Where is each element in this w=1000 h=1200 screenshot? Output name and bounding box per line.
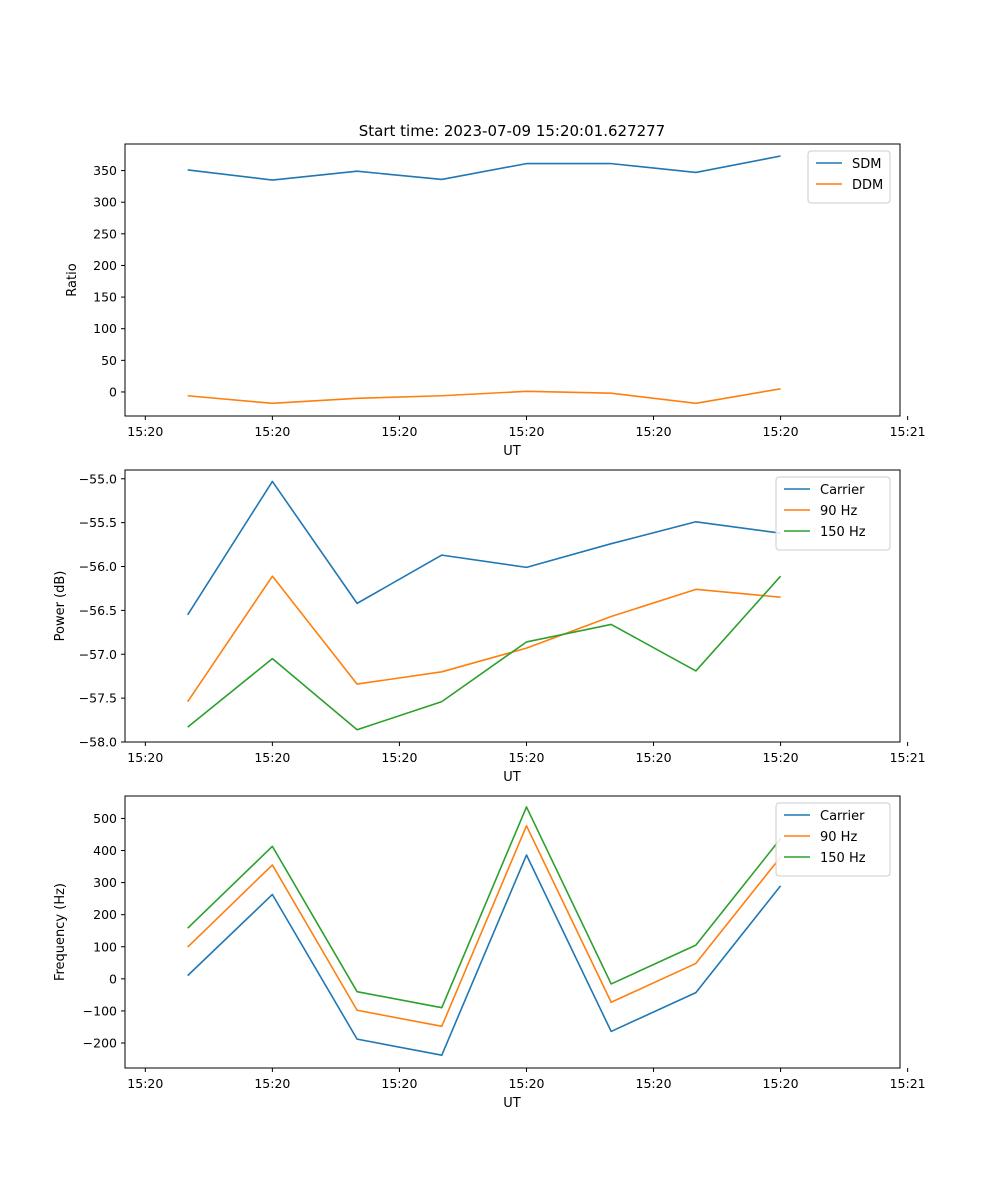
power-xlabel: UT bbox=[503, 770, 521, 785]
frequency-series-150-hz bbox=[187, 806, 782, 1009]
power-xtick-label: 15:20 bbox=[636, 750, 672, 765]
ratio-series-ddm bbox=[187, 388, 781, 405]
power-ytick-label: −56.0 bbox=[79, 559, 117, 574]
ratio-legend-label: DDM bbox=[852, 178, 883, 193]
frequency-xtick-label: 15:20 bbox=[127, 1076, 163, 1091]
power-legend-label: Carrier bbox=[820, 483, 865, 498]
power-ytick-label: −56.5 bbox=[79, 603, 117, 618]
frequency-ylabel: Frequency (Hz) bbox=[53, 883, 68, 981]
frequency-ytick-label: 400 bbox=[93, 843, 117, 858]
ratio-subplot: 0 50 100 150 200 250 300 350 15:20 15:20 15:20 15:2… bbox=[65, 143, 926, 459]
power-ytick-label: −57.5 bbox=[79, 691, 117, 706]
power-xtick-label: 15:20 bbox=[254, 750, 290, 765]
power-subplot: −58.0 −57.5 −57.0 −56.5 −56.0 −55.5 −55.0 15:20… bbox=[53, 469, 926, 785]
ratio-xlabel: UT bbox=[503, 444, 521, 459]
power-xtick-label: 15:20 bbox=[763, 750, 799, 765]
ratio-xtick-label: 15:20 bbox=[381, 424, 417, 439]
frequency-series-carrier bbox=[187, 854, 782, 1056]
power-series-carrier bbox=[187, 480, 781, 616]
power-ytick-label: −55.0 bbox=[79, 471, 117, 486]
ratio-legend bbox=[807, 150, 891, 204]
frequency-legend-label: 90 Hz bbox=[820, 830, 857, 845]
power-xtick-label: 15:21 bbox=[890, 750, 926, 765]
ratio-xtick-label: 15:20 bbox=[127, 424, 163, 439]
frequency-xtick-label: 15:20 bbox=[381, 1076, 417, 1091]
ratio-ytick-label: 350 bbox=[93, 163, 117, 178]
frequency-xtick-label: 15:20 bbox=[254, 1076, 290, 1091]
power-ytick-label: −57.0 bbox=[79, 647, 117, 662]
ratio-axes-frame bbox=[124, 143, 901, 417]
ratio-ytick-label: 0 bbox=[109, 384, 117, 399]
ratio-ytick-label: 150 bbox=[93, 290, 117, 305]
frequency-xtick-label: 15:20 bbox=[508, 1076, 544, 1091]
frequency-xtick-label: 15:20 bbox=[636, 1076, 672, 1091]
ratio-xtick-label: 15:20 bbox=[636, 424, 672, 439]
frequency-legend-label: Carrier bbox=[820, 809, 865, 824]
ratio-legend-label: SDM bbox=[852, 157, 881, 172]
frequency-xtick-label: 15:21 bbox=[890, 1076, 926, 1091]
ratio-ytick-label: 50 bbox=[101, 353, 117, 368]
frequency-legend-label: 150 Hz bbox=[820, 851, 866, 866]
ratio-series-sdm bbox=[187, 155, 781, 181]
frequency-ytick-label: −200 bbox=[83, 1035, 117, 1050]
power-legend-label: 90 Hz bbox=[820, 504, 857, 519]
ratio-xtick-label: 15:20 bbox=[763, 424, 799, 439]
ratio-xtick-label: 15:20 bbox=[508, 424, 544, 439]
power-xtick-label: 15:20 bbox=[381, 750, 417, 765]
figure-title: Start time: 2023-07-09 15:20:01.627277 bbox=[359, 122, 665, 140]
frequency-ytick-label: −100 bbox=[83, 1003, 117, 1018]
frequency-xtick-label: 15:20 bbox=[763, 1076, 799, 1091]
power-legend-label: 150 Hz bbox=[820, 525, 866, 540]
frequency-ytick-label: 200 bbox=[93, 907, 117, 922]
ratio-ytick-label: 300 bbox=[93, 195, 117, 210]
power-ylabel: Power (dB) bbox=[53, 571, 68, 642]
power-xtick-label: 15:20 bbox=[508, 750, 544, 765]
ratio-ytick-label: 250 bbox=[93, 226, 117, 241]
frequency-ytick-label: 300 bbox=[93, 875, 117, 890]
frequency-ytick-label: 0 bbox=[109, 971, 117, 986]
frequency-ytick-label: 500 bbox=[93, 811, 117, 826]
power-series-150-hz bbox=[187, 575, 782, 731]
frequency-xlabel: UT bbox=[503, 1096, 521, 1111]
ratio-ytick-label: 100 bbox=[93, 321, 117, 336]
power-axes-frame bbox=[124, 469, 901, 743]
frequency-series-90-hz bbox=[187, 825, 782, 1028]
power-ytick-label: −55.5 bbox=[79, 515, 117, 530]
frequency-subplot: −200 −100 0 100 200 300 400 500 15:20 15:20 15:20 1… bbox=[53, 795, 926, 1111]
frequency-ytick-label: 100 bbox=[93, 939, 117, 954]
power-xtick-label: 15:20 bbox=[127, 750, 163, 765]
ratio-ytick-label: 200 bbox=[93, 258, 117, 273]
power-series-90-hz bbox=[187, 575, 781, 703]
power-ytick-label: −58.0 bbox=[79, 735, 117, 750]
frequency-axes-frame bbox=[124, 795, 901, 1069]
ratio-xtick-label: 15:20 bbox=[254, 424, 290, 439]
ratio-ylabel: Ratio bbox=[65, 263, 80, 296]
ratio-xtick-label: 15:21 bbox=[890, 424, 926, 439]
